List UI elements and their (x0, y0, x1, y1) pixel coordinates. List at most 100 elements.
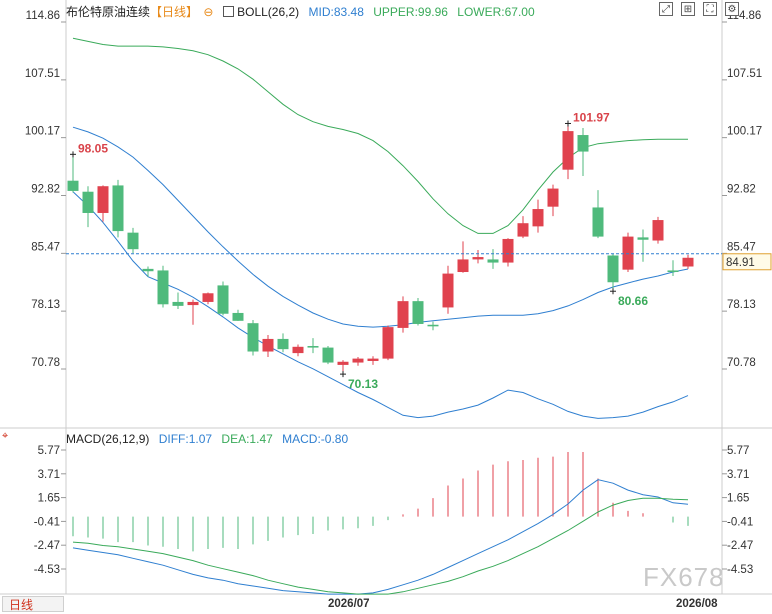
candle (157, 265, 169, 308)
price-tick-label: 70.78 (31, 357, 60, 369)
candle (307, 338, 319, 354)
candle (82, 186, 94, 228)
candle (262, 334, 274, 358)
candle-body (652, 220, 664, 241)
price-tick-label: 70.78 (727, 357, 756, 369)
candle (682, 254, 694, 269)
price-tick-label: 107.51 (727, 68, 762, 80)
candle (142, 266, 154, 277)
candle (322, 346, 334, 365)
candle (577, 127, 589, 176)
candle-body (67, 180, 79, 191)
macd-dea-line (72, 497, 689, 595)
macd-axis-left: 5.77 3.71 1.65 -0.41 -2.47 -4.53 (34, 445, 60, 576)
settings-icon[interactable]: ⊖ (203, 5, 214, 19)
price-gridlines (61, 21, 727, 370)
last-price-marker: 84.91 (66, 253, 772, 271)
macd-tick-label: -2.47 (34, 540, 60, 552)
candle-body (127, 232, 139, 250)
candle-body (157, 270, 169, 305)
macd-tick-label: -2.47 (727, 540, 753, 552)
period-label[interactable]: 【日线】 (150, 5, 199, 19)
candle-body (637, 237, 649, 240)
candle-body (292, 346, 304, 354)
macd-diff-line (72, 479, 689, 595)
candle-body (172, 301, 184, 306)
candle-body (82, 191, 94, 213)
candle-body (502, 238, 514, 263)
candle-body (352, 358, 364, 363)
candle (277, 333, 289, 353)
candle-body (547, 188, 559, 207)
candle-body (337, 361, 349, 365)
candle (97, 185, 109, 222)
price-tick-label: 85.47 (727, 241, 756, 253)
price-tick-label: 100.17 (727, 126, 762, 138)
candle-body (442, 273, 454, 308)
macd-histogram (72, 451, 689, 552)
candle-body (487, 259, 499, 263)
macd-tick-label: 3.71 (38, 469, 60, 481)
zoom-in-icon[interactable]: ⊞ (681, 2, 695, 16)
macd-tick-label: 5.77 (727, 445, 749, 457)
candle (292, 344, 304, 357)
boll-mid: MID:83.48 (308, 5, 364, 19)
macd-dea: DEA:1.47 (221, 432, 273, 446)
macd-tick-label: -4.53 (727, 564, 753, 576)
candle (127, 227, 139, 254)
candle (367, 356, 379, 365)
candle (487, 249, 499, 269)
candle (607, 253, 619, 292)
watermark: FX678 (643, 562, 725, 592)
price-tick-label: 92.82 (31, 184, 60, 196)
candle-body (667, 270, 679, 273)
period-tab[interactable]: 日线 (2, 596, 64, 612)
candle (352, 357, 364, 366)
macd-tick-label: 3.71 (727, 469, 749, 481)
macd-tick-label: 1.65 (727, 493, 749, 505)
candle (652, 216, 664, 244)
price-tick-label: 114.86 (26, 10, 60, 22)
chart-header: 布伦特原油连续【日线】 ⊖ BOLL(26,2) MID:83.48 UPPER… (66, 3, 535, 20)
candle-body (682, 257, 694, 267)
candle (427, 321, 439, 331)
candle (217, 281, 229, 316)
candle (187, 299, 199, 325)
macd-label: MACD(26,12,9) (66, 432, 150, 446)
candle-body (427, 324, 439, 327)
candle (202, 292, 214, 305)
candle (622, 232, 634, 273)
candle-body (262, 338, 274, 352)
boll-upper-line (72, 37, 688, 234)
settings-icon[interactable]: ⚙ (725, 2, 739, 16)
price-axis-left: 114.86 107.51 100.17 92.82 85.47 78.13 70.78 (25, 10, 60, 369)
candle-body (517, 223, 529, 237)
candle-body (472, 257, 484, 260)
candle-body (187, 301, 199, 306)
candle (382, 325, 394, 361)
candle-body (622, 236, 634, 270)
price-tick-label: 78.13 (31, 299, 60, 311)
candle (592, 190, 604, 239)
candle (472, 249, 484, 264)
fit-icon[interactable]: ⤢ (659, 2, 673, 16)
macd-diff: DIFF:1.07 (158, 432, 213, 446)
candle-body (397, 301, 409, 328)
macd-tick-label: -0.41 (727, 516, 753, 528)
macd-gridlines (61, 449, 727, 570)
candle-body (307, 346, 319, 348)
annotation-label: 98.05 (78, 141, 108, 155)
candle (67, 154, 79, 193)
macd-tick-label: -0.41 (34, 516, 60, 528)
candle-body (277, 338, 289, 350)
macd-drag-icon[interactable]: ⌖ (2, 430, 9, 442)
annotation-low: 70.13 (340, 371, 378, 391)
candle (232, 309, 244, 321)
last-price-box (722, 253, 772, 271)
boll-icon[interactable] (222, 6, 234, 17)
fullscreen-icon[interactable]: ⛶ (703, 2, 717, 16)
last-price-label: 84.91 (726, 257, 755, 269)
macd-axis-right: 5.77 3.71 1.65 -0.41 -2.47 -4.53 (727, 445, 753, 576)
boll-mid-line (72, 126, 689, 328)
